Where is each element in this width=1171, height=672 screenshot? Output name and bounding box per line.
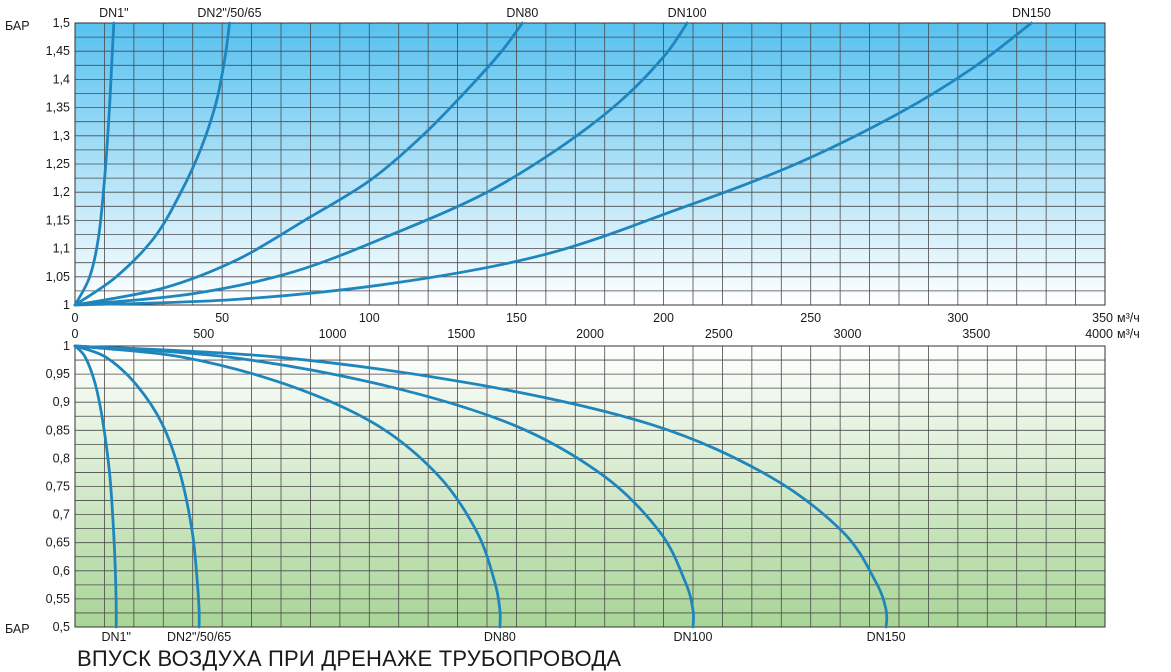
upper-series-line-5 bbox=[73, 21, 1033, 307]
upper-series-label: DN100 bbox=[668, 6, 707, 20]
upper-series-line-4 bbox=[73, 21, 689, 307]
lower-y-tick-label: 0,85 bbox=[46, 423, 70, 437]
upper-y-tick-label: 1 bbox=[63, 298, 70, 312]
upper-y-tick-label: 1,45 bbox=[46, 44, 70, 58]
upper-x-tick-label: 50 bbox=[215, 311, 229, 325]
lower-y-tick-label: 1 bbox=[63, 339, 70, 353]
upper-frame bbox=[74, 22, 1106, 306]
lower-series-label: DN2"/50/65 bbox=[167, 630, 231, 644]
upper-series-label: DN150 bbox=[1012, 6, 1051, 20]
upper-x-tick-label: 200 bbox=[653, 311, 674, 325]
lower-y-tick-label: 0,75 bbox=[46, 480, 70, 494]
upper-series-line-2 bbox=[73, 21, 231, 307]
lower-y-tick-label: 0,9 bbox=[53, 395, 70, 409]
lower-x-tick-label: 1000 bbox=[319, 327, 347, 341]
upper-series-label: DN2"/50/65 bbox=[197, 6, 261, 20]
lower-x-tick-label: 3500 bbox=[962, 327, 990, 341]
upper-x-tick-label: 0 bbox=[72, 311, 79, 325]
upper-x-tick-label: 100 bbox=[359, 311, 380, 325]
lower-x-axis-unit: м³/ч bbox=[1117, 327, 1140, 341]
upper-series-line-3 bbox=[73, 21, 524, 307]
lower-frame bbox=[74, 345, 1106, 628]
upper-series-label: DN80 bbox=[506, 6, 538, 20]
lower-y-tick-label: 0,8 bbox=[53, 451, 70, 465]
upper-y-tick-label: 1,2 bbox=[53, 185, 70, 199]
lower-series-line-1 bbox=[73, 344, 118, 629]
lower-y-axis-label: БАР bbox=[5, 622, 30, 636]
upper-y-tick-label: 1,25 bbox=[46, 157, 70, 171]
lower-x-tick-label: 2000 bbox=[576, 327, 604, 341]
upper-y-tick-label: 1,3 bbox=[53, 129, 70, 143]
lower-series-line-5 bbox=[73, 344, 889, 629]
lower-y-tick-label: 0,55 bbox=[46, 592, 70, 606]
lower-series-label: DN150 bbox=[867, 630, 906, 644]
upper-y-tick-label: 1,35 bbox=[46, 101, 70, 115]
upper-x-tick-label: 250 bbox=[800, 311, 821, 325]
upper-y-tick-label: 1,1 bbox=[53, 242, 70, 256]
lower-y-tick-label: 0,6 bbox=[53, 564, 70, 578]
lower-series-label: DN100 bbox=[674, 630, 713, 644]
upper-x-axis-unit: м³/ч bbox=[1117, 311, 1140, 325]
upper-y-tick-label: 1,15 bbox=[46, 213, 70, 227]
lower-y-tick-label: 0,95 bbox=[46, 367, 70, 381]
upper-chart: 1 1,05 1,1 1,15 1,2 1,25 1,3 1,35 1,4 1,45 1,5 БАР 0… bbox=[5, 6, 1140, 325]
lower-x-tick-label: 500 bbox=[193, 327, 214, 341]
upper-series-label: DN1" bbox=[99, 6, 128, 20]
chart-caption: ВПУСК ВОЗДУХА ПРИ ДРЕНАЖЕ ТРУБОПРОВОДА bbox=[77, 646, 622, 671]
lower-series-label: DN1" bbox=[101, 630, 130, 644]
lower-series-label: DN80 bbox=[484, 630, 516, 644]
lower-series-line-3 bbox=[73, 344, 502, 629]
upper-x-tick-label: 150 bbox=[506, 311, 527, 325]
lower-series-line-4 bbox=[73, 344, 695, 629]
upper-y-tick-label: 1,05 bbox=[46, 270, 70, 284]
upper-y-tick-label: 1,5 bbox=[53, 16, 70, 30]
lower-x-tick-label: 2500 bbox=[705, 327, 733, 341]
lower-y-tick-label: 0,5 bbox=[53, 620, 70, 634]
lower-grid bbox=[74, 345, 1106, 628]
upper-x-tick-label: 300 bbox=[947, 311, 968, 325]
upper-x-tick-label: 350 bbox=[1092, 311, 1113, 325]
upper-y-axis-label: БАР bbox=[5, 19, 30, 33]
lower-y-tick-label: 0,7 bbox=[53, 508, 70, 522]
lower-chart: 0,5 0,55 0,6 0,65 0,7 0,75 0,8 0,85 0,9 0,95 1 БАР 0… bbox=[5, 327, 1140, 644]
lower-x-tick-label: 0 bbox=[72, 327, 79, 341]
lower-x-tick-label: 4000 bbox=[1085, 327, 1113, 341]
lower-series-line-2 bbox=[73, 344, 201, 629]
upper-series-line-1 bbox=[73, 21, 116, 307]
upper-y-tick-label: 1,4 bbox=[53, 72, 70, 86]
lower-x-tick-label: 3000 bbox=[834, 327, 862, 341]
lower-x-tick-label: 1500 bbox=[447, 327, 475, 341]
lower-y-tick-label: 0,65 bbox=[46, 536, 70, 550]
